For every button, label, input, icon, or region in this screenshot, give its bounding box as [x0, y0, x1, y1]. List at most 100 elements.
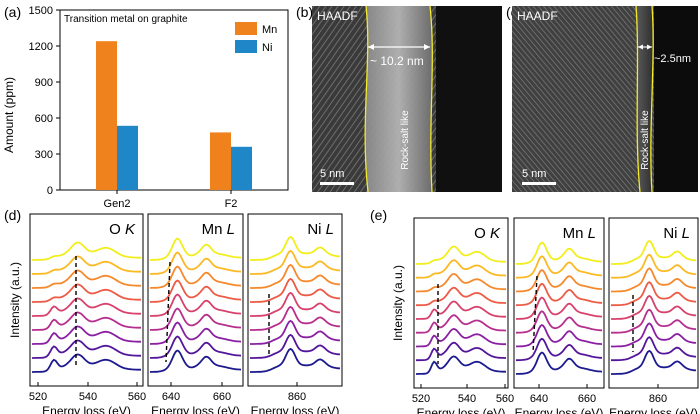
thickness-label: ~ 10.2 nm	[370, 54, 424, 68]
spectrum-line	[611, 267, 697, 293]
spectrum-line	[250, 305, 341, 331]
spectrum-line	[416, 314, 506, 334]
spectrum-line	[250, 291, 341, 317]
region-label: Rock-salt like	[400, 110, 411, 170]
spectrum-line	[515, 296, 603, 320]
spectrum-line	[32, 241, 141, 261]
spectrum-line	[149, 237, 242, 261]
spectrum-line	[149, 335, 242, 359]
y-axis-label: Amount (ppm)	[2, 77, 16, 153]
spectrum-line	[32, 283, 141, 303]
x-axis-label: Energy loss (eV)	[251, 404, 340, 414]
scale-bar	[522, 182, 556, 185]
y-axis-label: Intensity (a.u.)	[8, 262, 22, 338]
scale-bar-label: 5 nm	[320, 168, 344, 180]
legend-swatch-ni	[235, 40, 257, 53]
spectrum-line	[611, 349, 697, 375]
spectrum-line	[515, 268, 603, 293]
y-tick-label: 900	[35, 77, 53, 89]
spectrum-line	[515, 351, 603, 375]
y-axis-label: Intensity (a.u.)	[391, 265, 405, 341]
x-tick-label: 520	[412, 393, 430, 405]
spectrum-line	[516, 310, 602, 334]
spectrum-line	[516, 255, 602, 279]
panel-label-e: (e)	[370, 207, 387, 223]
rock-salt-region-c	[636, 6, 654, 192]
background-c	[654, 6, 698, 192]
bar-ni-f2	[231, 146, 252, 190]
spectrum-line	[516, 337, 602, 362]
spectrum-line	[250, 263, 341, 289]
spectrum-line	[515, 323, 603, 348]
scale-bar-label: 5 nm	[522, 168, 546, 180]
spectrum-line	[149, 265, 242, 289]
subplot-frame	[247, 213, 343, 387]
spectrum-line	[250, 333, 341, 359]
region-label: Rock-salt like	[640, 110, 651, 170]
spectrum-line	[516, 282, 602, 307]
spectrum-line	[611, 308, 697, 334]
edge-label: Ni L	[663, 225, 690, 242]
edge-label: Ni L	[307, 221, 334, 238]
bar-chart-panel: (a) Amount (ppm) Transition metal on gra…	[2, 4, 289, 210]
spectrum-line	[32, 255, 141, 275]
spectrum-line	[416, 300, 506, 320]
spectrum-line	[149, 279, 242, 303]
subplot-frame	[29, 213, 144, 387]
spectrum-line	[611, 281, 697, 307]
arrow-head	[647, 44, 652, 50]
spectrum-line	[416, 245, 506, 265]
x-axis-label: Energy loss (eV)	[417, 406, 506, 414]
x-tick-label: Gen2	[104, 198, 131, 210]
panel-label-a: (a)	[4, 4, 21, 20]
boundary-line	[364, 5, 369, 193]
y-tick-label: 300	[35, 149, 53, 161]
spectrum-line	[149, 293, 242, 317]
spectrum-line	[611, 253, 697, 279]
spectrum-line	[250, 249, 341, 275]
x-tick-label: 640	[530, 393, 548, 405]
x-tick-label: 660	[213, 391, 231, 403]
x-tick-label: 660	[578, 393, 596, 405]
thickness-label: ~2.5nm	[654, 53, 691, 65]
x-axis-label: Energy loss (eV)	[515, 406, 604, 414]
edge-label: Mn L	[563, 225, 596, 242]
bar-ni-gen2	[117, 125, 138, 190]
spectrum-line	[416, 286, 506, 307]
spectrum-line	[149, 349, 242, 373]
spectrum-line	[416, 341, 506, 362]
panel-label-d: (d)	[4, 207, 21, 223]
spectrum-line	[32, 269, 141, 289]
background-b	[436, 6, 502, 192]
x-axis-label: Energy loss (eV)	[609, 406, 698, 414]
spectrum-line	[32, 311, 141, 331]
haadf-image-b: (b) ~ 10.2 nm HAADF Rock-salt like 5 nm	[296, 4, 502, 193]
x-tick-label: 520	[29, 391, 47, 403]
spectrum-line	[32, 297, 141, 317]
spectrum-line	[250, 319, 341, 345]
x-tick-label: 640	[162, 391, 180, 403]
spectrum-line	[250, 277, 341, 303]
chart-title: Transition metal on graphite	[64, 14, 188, 25]
spectrum-line	[416, 259, 506, 279]
spectrum-line	[32, 325, 141, 345]
spectrum-line	[250, 235, 341, 261]
x-tick-label: 560	[496, 393, 514, 405]
arrow-head	[638, 44, 643, 50]
bar-mn-gen2	[96, 41, 117, 191]
subplot-frame	[608, 217, 699, 389]
subplot-frame	[513, 217, 605, 389]
x-tick-label: F2	[225, 198, 238, 210]
spectrum-line	[416, 355, 506, 375]
legend-label: Ni	[262, 42, 272, 54]
x-tick-label: 540	[79, 391, 97, 403]
panel-label-b: (b)	[296, 4, 313, 20]
spectrum-line	[611, 322, 697, 348]
spectrum-line	[611, 294, 697, 320]
haadf-label: HAADF	[317, 9, 358, 23]
x-tick-label: 560	[128, 391, 146, 403]
peak-shift-guide	[165, 261, 171, 363]
